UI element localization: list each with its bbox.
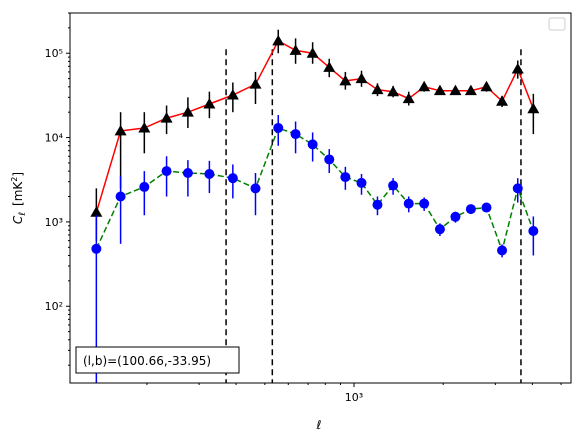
- series-layer: [90, 29, 540, 383]
- series-1-point-18: [418, 80, 431, 92]
- series-1-point-4: [160, 112, 173, 123]
- series-2-point-20: [450, 211, 461, 222]
- series-1-point-2: [114, 124, 127, 136]
- y-axis-label-symbol: C: [11, 215, 25, 224]
- series-2-point-18: [419, 198, 430, 209]
- series-1-point-17: [402, 92, 415, 104]
- series-1-point-14: [355, 72, 368, 84]
- series-1-point-5: [181, 106, 194, 117]
- legend-box: [548, 17, 566, 31]
- series-1-point-21: [464, 84, 477, 96]
- series-2-point-2: [115, 191, 126, 202]
- y-tick-label: 10⁴: [45, 132, 64, 145]
- x-tick-label: 10³: [345, 391, 363, 404]
- series-2-point-13: [340, 172, 351, 183]
- series-2: [91, 115, 539, 383]
- x-axis-ticks: 10³: [146, 383, 562, 404]
- series-2-point-19: [434, 224, 445, 235]
- series-1-line: [95, 39, 534, 213]
- y-tick-label: 10³: [45, 216, 63, 229]
- x-axis-label: ℓ: [316, 418, 322, 432]
- series-1-point-10: [289, 44, 302, 55]
- y-axis-label-unit-sup: 2: [10, 177, 19, 182]
- y-axis-ticks: 10² 10³ 10⁴ 10⁵: [45, 12, 70, 366]
- series-2-point-9: [273, 122, 284, 133]
- vertical-reference-lines: [225, 49, 522, 383]
- series-1-point-25: [527, 102, 540, 114]
- series-2-point-24: [512, 183, 523, 194]
- series-1-point-11: [306, 47, 319, 58]
- series-2-point-3: [139, 181, 150, 192]
- series-2-point-12: [324, 154, 335, 165]
- y-tick-label: 10²: [45, 300, 63, 313]
- series-2-point-23: [497, 245, 508, 256]
- series-1-point-8: [249, 78, 262, 89]
- y-tick-label: 10⁵: [45, 47, 63, 60]
- series-1-point-22: [480, 80, 493, 92]
- series-2-point-1: [91, 243, 102, 254]
- annotation-box: (l,b)=(100.66,-33.95): [75, 346, 240, 374]
- series-1-point-1: [90, 206, 103, 217]
- series-1-point-24: [511, 63, 524, 74]
- series-1-point-19: [433, 84, 446, 96]
- series-2-point-16: [388, 180, 399, 191]
- series-1-point-15: [371, 83, 384, 95]
- series-2-point-17: [403, 198, 414, 209]
- series-1-point-7: [226, 88, 239, 100]
- series-2-point-15: [372, 199, 383, 210]
- series-1-point-13: [339, 74, 352, 86]
- series-2-point-11: [307, 139, 318, 150]
- y-axis-label: Cℓ [mK2]: [10, 172, 28, 224]
- series-1-point-20: [449, 84, 462, 96]
- series-1-point-16: [387, 85, 400, 97]
- y-axis-label-unit: [mK: [11, 181, 25, 206]
- plot-frame: [69, 12, 572, 384]
- y-axis-label-subscript: ℓ: [18, 212, 28, 217]
- series-2-point-10: [290, 129, 301, 140]
- series-2-point-6: [204, 168, 215, 179]
- series-2-point-4: [161, 166, 172, 177]
- series-1-point-12: [323, 61, 336, 72]
- series-1-point-6: [203, 98, 216, 109]
- series-2-point-21: [465, 204, 476, 215]
- series-2-point-8: [250, 183, 261, 194]
- series-2-point-25: [528, 226, 539, 237]
- series-2-point-7: [227, 173, 238, 184]
- series-1-point-23: [496, 95, 509, 106]
- series-2-point-22: [481, 202, 492, 213]
- series-1-point-9: [272, 34, 285, 46]
- series-2-point-14: [356, 177, 367, 188]
- series-1: [90, 29, 540, 241]
- series-2-point-5: [182, 168, 193, 179]
- series-1-point-3: [138, 121, 151, 133]
- annotation-text: (l,b)=(100.66,-33.95): [83, 354, 211, 368]
- y-axis-label-unit-close: ]: [11, 172, 25, 177]
